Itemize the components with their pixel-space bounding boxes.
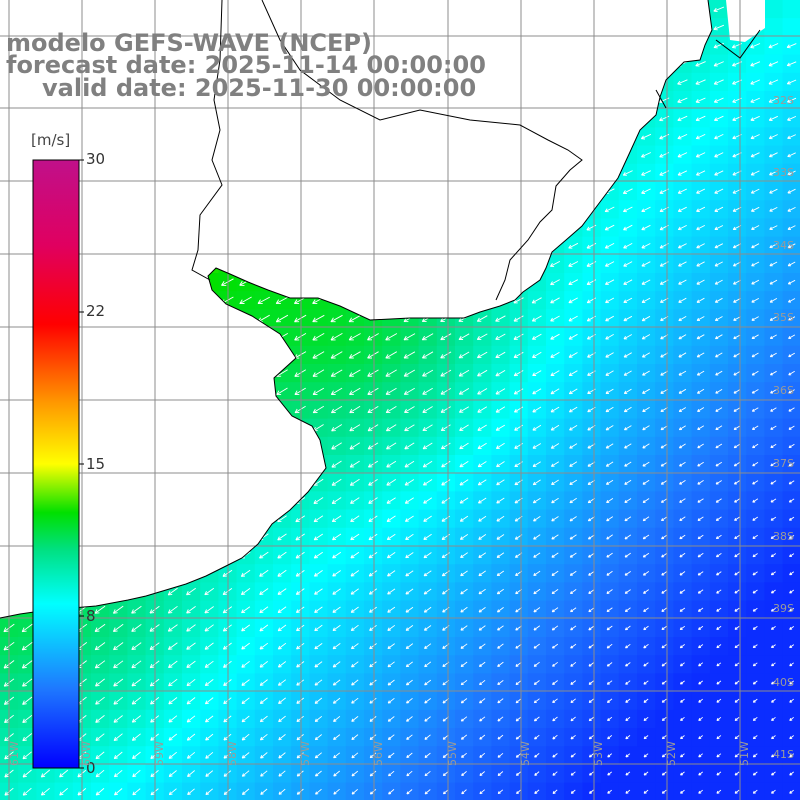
lat-label: 37S xyxy=(773,457,794,470)
wind-cell xyxy=(783,783,800,800)
lat-label: 38S xyxy=(773,530,794,543)
colorbar-unit: [m/s] xyxy=(31,131,70,149)
colorbar-tick-22: 22 xyxy=(86,302,105,320)
colorbar-tick-15: 15 xyxy=(86,455,105,473)
lat-label: 34S xyxy=(773,239,794,252)
lon-label: 53W xyxy=(592,741,605,766)
lat-label: 36S xyxy=(773,384,794,397)
lat-label: 40S xyxy=(773,676,794,689)
lat-label: 41S xyxy=(773,748,794,761)
lat-label: 35S xyxy=(773,311,794,324)
lon-label: 51W xyxy=(738,741,751,766)
title-valid-date: valid date: 2025-11-30 00:00:00 xyxy=(42,76,476,100)
lon-label: 58W xyxy=(226,741,239,766)
lon-label: 52W xyxy=(665,741,678,766)
colorbar-tick-30: 30 xyxy=(86,150,105,168)
lon-label: 59W xyxy=(153,741,166,766)
lon-label: 57W xyxy=(299,741,312,766)
colorbar xyxy=(33,160,79,768)
wind-cell xyxy=(764,18,783,37)
wind-cell xyxy=(783,0,800,19)
wind-cell xyxy=(783,18,800,37)
wind-cell xyxy=(764,0,783,19)
lat-label: 32S xyxy=(773,94,794,107)
lat-label: 33S xyxy=(773,166,794,179)
lat-label: 39S xyxy=(773,602,794,615)
lon-label: 60W xyxy=(80,741,93,766)
lon-label: 56W xyxy=(372,741,385,766)
lon-label: 55W xyxy=(446,741,459,766)
lon-label: 54W xyxy=(519,741,532,766)
lon-label: 61W xyxy=(8,741,21,766)
colorbar-tick-8: 8 xyxy=(86,607,96,625)
